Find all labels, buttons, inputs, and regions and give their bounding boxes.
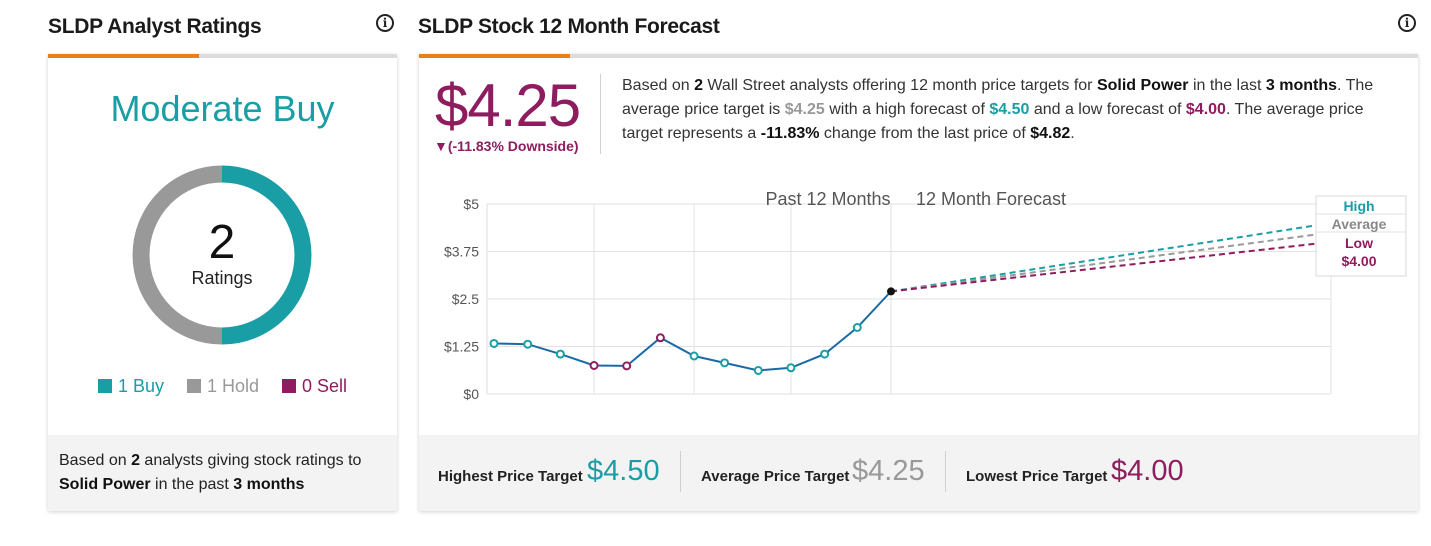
price-point [555, 349, 565, 359]
tooltip-label: Low [1345, 235, 1373, 251]
legend-hold-swatch [186, 379, 201, 393]
price-point-current [887, 287, 895, 296]
desc-average: $4.25 [784, 101, 825, 118]
average-target-label: Average Price Target [701, 468, 850, 485]
legend-hold-label: 1 Hold [206, 376, 260, 396]
forecast-line-low [890, 241, 1332, 293]
divider [945, 451, 946, 492]
price-point [523, 339, 533, 349]
consensus-label: Moderate Buy [110, 88, 335, 129]
legend-hold: 1 Hold [186, 376, 260, 396]
forecast-card: $4.25 ▼(-11.83% Downside) Based on 2 Wal… [419, 54, 1418, 511]
ratings-card: Moderate Buy 2 Ratings 1 Buy 1 Hold 0 Se… [48, 54, 397, 511]
footer-text: in the past [150, 476, 234, 493]
tooltip-label: High [1343, 198, 1374, 214]
footer-analyst-count: 2 [131, 452, 140, 469]
info-icon[interactable]: i [1398, 14, 1416, 32]
desc-high: $4.50 [989, 101, 1030, 118]
y-tick-label: $5 [463, 196, 479, 212]
ratings-count-label: Ratings [191, 268, 253, 288]
section-label-forecast: 12 Month Forecast [916, 189, 1066, 209]
desc-text: with a high forecast of [824, 101, 990, 118]
footer-text: Based on [59, 452, 132, 469]
forecast-chart: $5$3.75$2.5$1.25$0Nov2024Feb2025May2025A… [444, 189, 1407, 402]
desc-company: Solid Power [1096, 77, 1189, 94]
ratings-card-topbar [48, 54, 397, 58]
legend-sell-label: 0 Sell [302, 376, 348, 396]
desc-percent: -11.83% [760, 125, 820, 142]
y-tick-label: $3.75 [444, 244, 479, 260]
ratings-card-topbar-fill [48, 54, 199, 58]
divider [680, 451, 681, 492]
price-point [689, 351, 699, 361]
price-change: ▼(-11.83% Downside) [434, 138, 579, 154]
y-tick-label: $2.5 [452, 291, 479, 307]
y-tick-label: $0 [463, 386, 479, 402]
ratings-title: SLDP Analyst Ratings [48, 15, 262, 38]
desc-analyst-count: 2 [694, 77, 703, 94]
legend-buy-swatch [97, 379, 112, 393]
y-tick-label: $1.25 [444, 339, 479, 355]
desc-text: . The average price target is [622, 77, 1374, 118]
price-point [622, 361, 632, 371]
price-point [489, 338, 499, 348]
lowest-target-value: $4.00 [1111, 455, 1184, 487]
footer-company: Solid Power [59, 476, 151, 493]
desc-text: Wall Street analysts offering 12 month p… [702, 77, 1097, 94]
forecast-line-average [890, 231, 1332, 293]
donut-buy-segment [221, 165, 312, 345]
legend-buy-label: 1 Buy [117, 376, 164, 396]
footer-period: 3 months [233, 476, 305, 493]
price-point [753, 365, 763, 375]
price-point [786, 363, 796, 373]
desc-period: 3 months [1265, 77, 1338, 94]
ratings-legend: 1 Buy 1 Hold 0 Sell [48, 376, 397, 397]
desc-text: . [1070, 125, 1075, 142]
price-point [852, 323, 862, 332]
desc-text: change from the last price of [819, 125, 1031, 142]
ratings-count: 2 [208, 216, 236, 269]
ratings-footer: Based on 2 analysts giving stock ratings… [48, 435, 397, 511]
legend-sell-swatch [282, 379, 297, 393]
tooltip-label: $4.00 [1341, 253, 1376, 269]
donut-hold-segment [132, 165, 223, 345]
price-point [720, 358, 730, 368]
forecast-title: SLDP Stock 12 Month Forecast [418, 15, 720, 38]
desc-text: and a low forecast of [1029, 101, 1186, 118]
divider [600, 74, 601, 154]
highest-target-value: $4.50 [587, 455, 660, 487]
price-target: $4.25 [435, 72, 581, 139]
average-target-value: $4.25 [852, 455, 925, 487]
forecast-card-topbar [419, 54, 1418, 58]
legend-sell: 0 Sell [282, 376, 347, 396]
price-target-bar: Highest Price Target $4.50 Average Price… [419, 435, 1418, 511]
section-label-past: Past 12 Months [765, 189, 890, 209]
info-icon[interactable]: i [376, 14, 394, 32]
desc-text: . The average price target represents a [622, 101, 1364, 142]
lowest-target-label: Lowest Price Target [966, 468, 1108, 485]
forecast-card-topbar-fill [419, 54, 570, 58]
ratings-donut [132, 165, 312, 345]
desc-text: Based on [622, 77, 695, 94]
footer-text: analysts giving stock ratings to [139, 452, 362, 469]
price-point [589, 361, 599, 370]
highest-target-label: Highest Price Target [438, 468, 583, 485]
forecast-line-high [890, 222, 1332, 293]
price-point [820, 349, 830, 359]
desc-text: in the last [1188, 77, 1266, 94]
tooltip-label: Average [1332, 216, 1387, 232]
forecast-tooltip [1315, 195, 1407, 277]
desc-last-price: $4.82 [1030, 125, 1071, 142]
forecast-description: Based on 2 Wall Street analysts offering… [622, 74, 1407, 146]
legend-buy: 1 Buy [97, 376, 164, 396]
price-point [655, 333, 665, 343]
desc-low: $4.00 [1185, 101, 1226, 118]
